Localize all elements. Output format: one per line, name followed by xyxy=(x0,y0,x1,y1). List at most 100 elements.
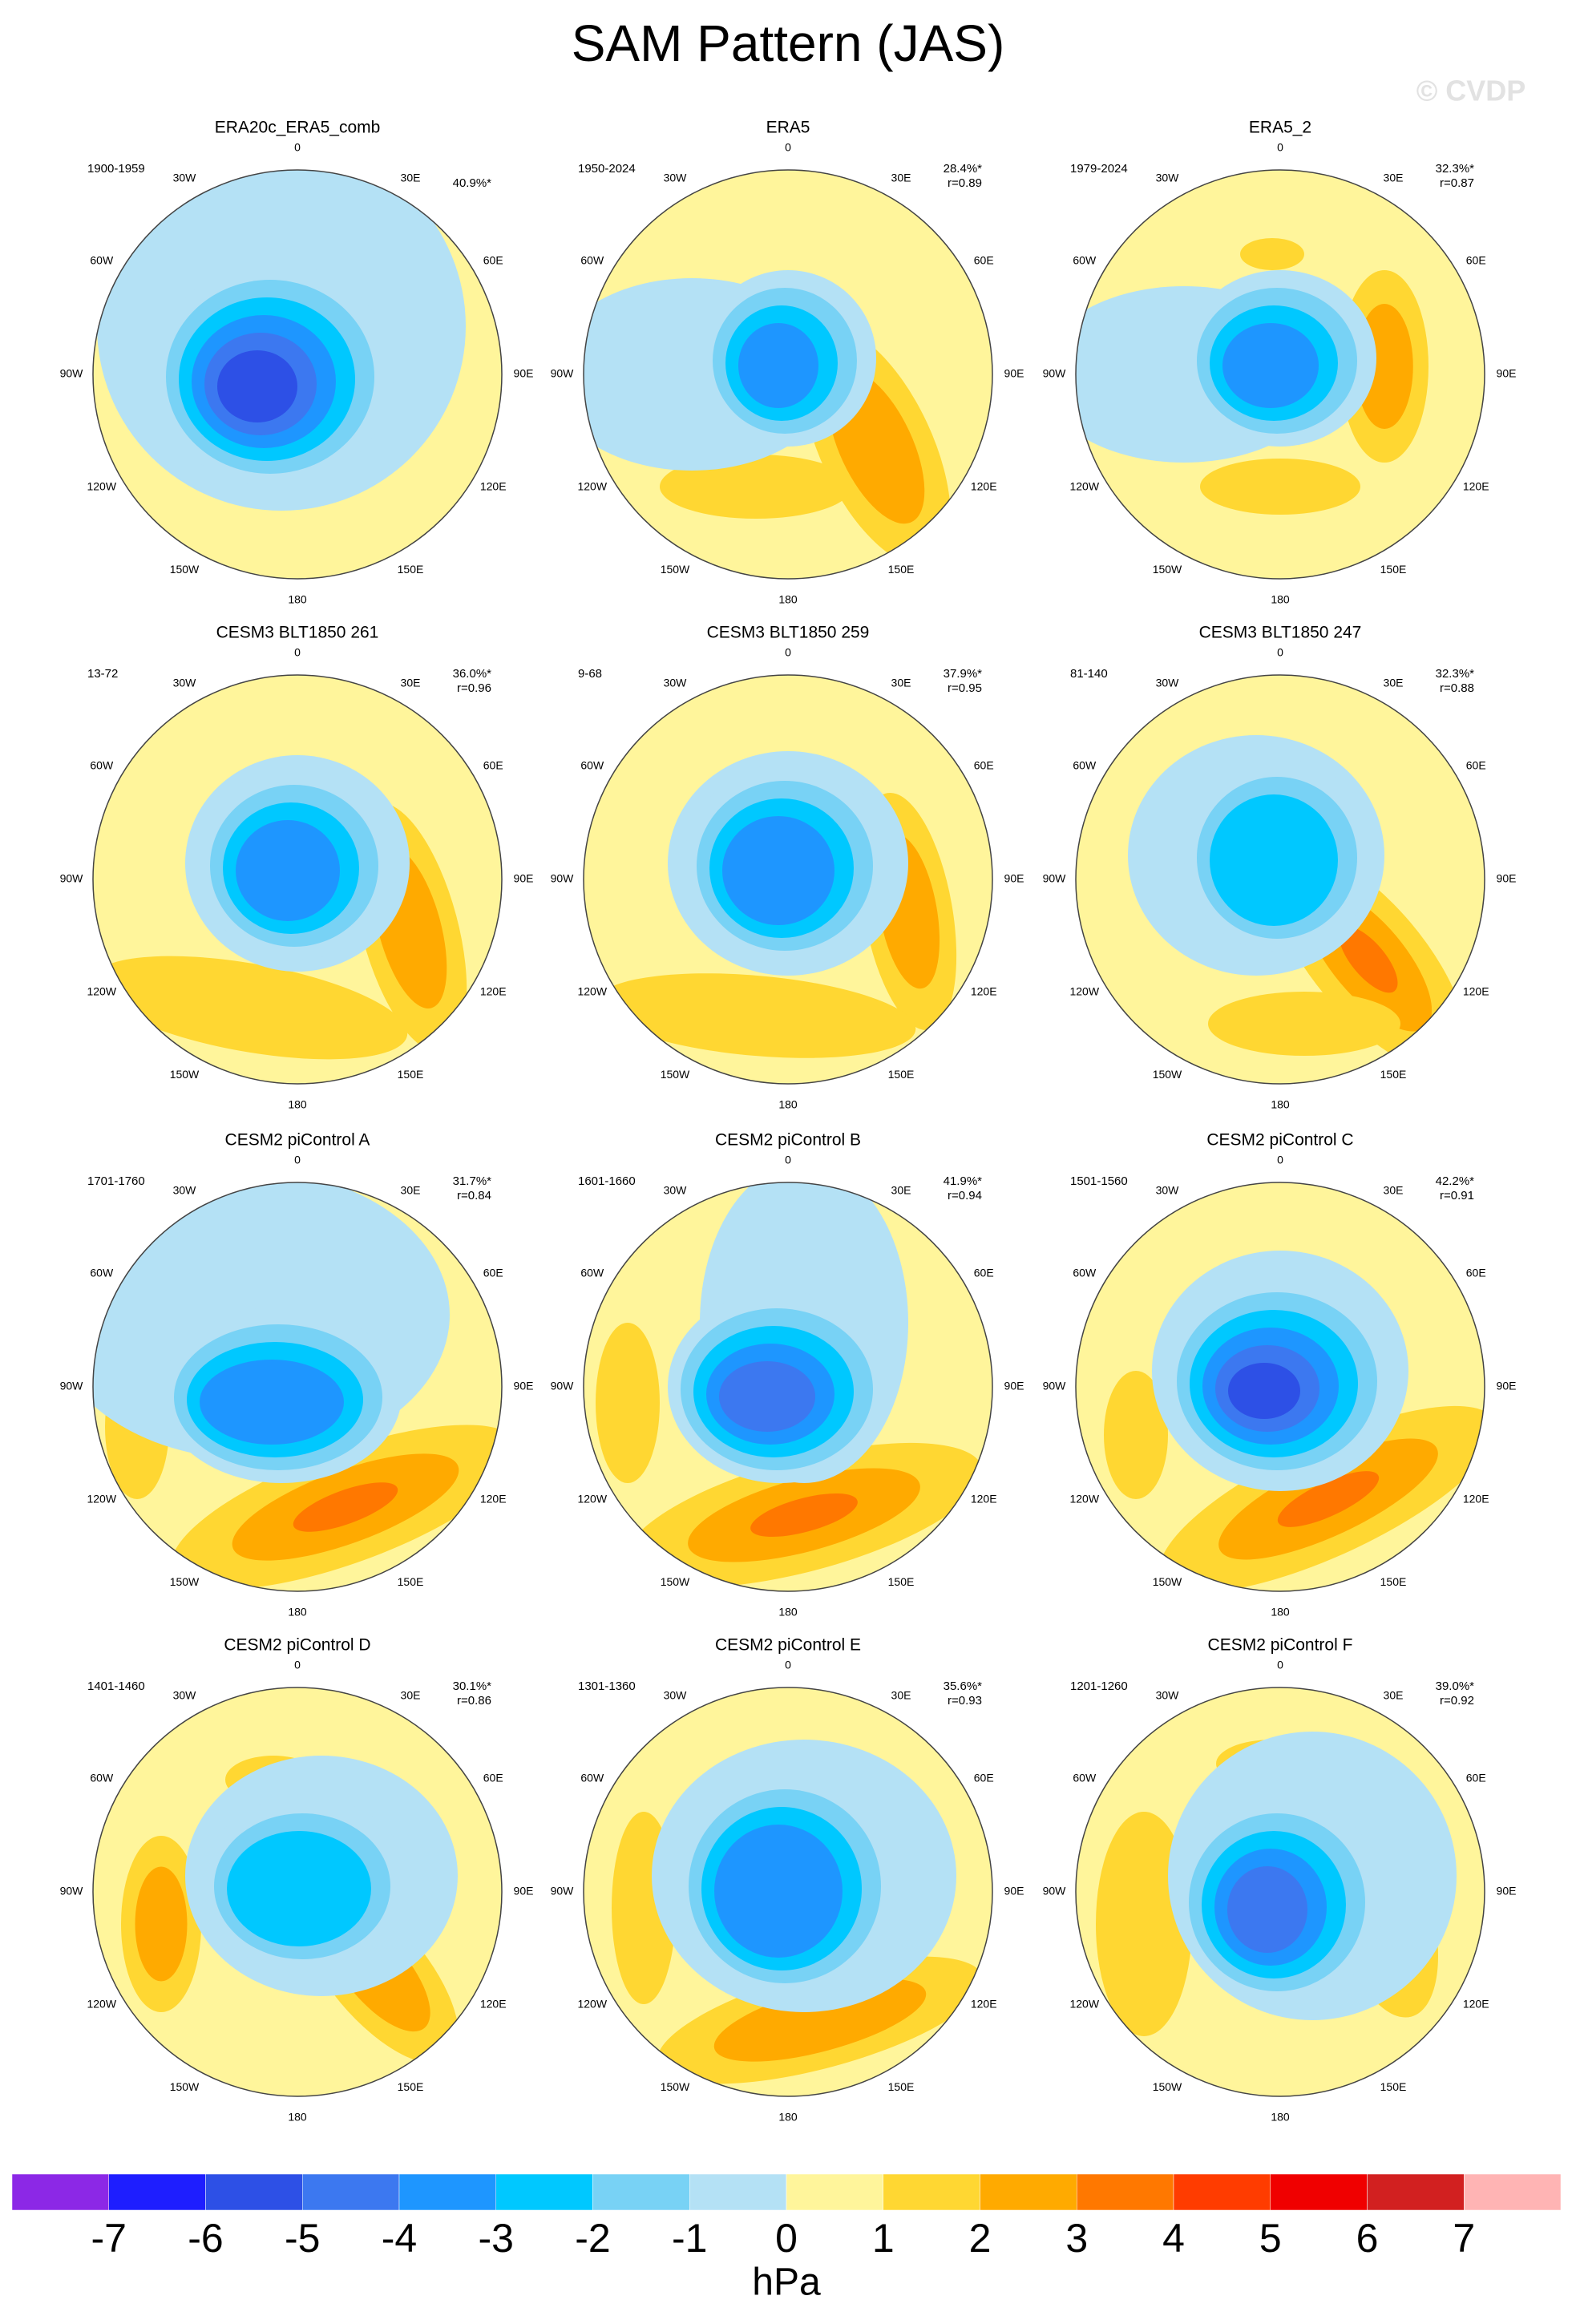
positive-anomaly xyxy=(596,1323,660,1483)
lon-label: 60E xyxy=(1466,254,1486,267)
pattern-corr: r=0.84 xyxy=(457,1189,491,1202)
lon-label: 60W xyxy=(580,254,604,267)
colorbar-box xyxy=(980,2173,1077,2211)
lon-label: 120W xyxy=(1069,1998,1099,2011)
lon-label: 90E xyxy=(1004,1885,1024,1898)
lon-label: 180 xyxy=(778,593,798,606)
variance-pct: 35.6%* xyxy=(944,1679,983,1693)
lon-label: 30W xyxy=(1156,171,1180,184)
map-field xyxy=(93,675,502,1084)
period: 1501-1560 xyxy=(1070,1174,1128,1188)
lon-label: 120E xyxy=(1463,480,1489,493)
panel-title: ERA20c_ERA5_comb xyxy=(215,119,381,137)
lon-label: 90E xyxy=(1004,1380,1024,1392)
lon-label: 60E xyxy=(483,1772,503,1784)
lon-label: 180 xyxy=(778,2111,798,2124)
lon-label: 0 xyxy=(785,1659,791,1671)
lon-label: 30W xyxy=(1156,1688,1180,1701)
map-field xyxy=(93,1687,502,2096)
lon-label: 120E xyxy=(1463,985,1489,998)
lon-label: 60W xyxy=(580,1772,604,1784)
colorbar-label: -3 xyxy=(479,2216,514,2261)
negative-anomaly xyxy=(217,350,297,422)
lon-label: 150E xyxy=(888,1068,915,1081)
colorbar-box xyxy=(398,2173,496,2211)
lon-label: 120W xyxy=(577,480,607,493)
pattern-corr: r=0.91 xyxy=(1440,1189,1474,1202)
lon-label: 30W xyxy=(664,1688,688,1701)
lon-label: 120E xyxy=(1463,1493,1489,1506)
map-field xyxy=(584,1687,992,2096)
panel-title: ERA5 xyxy=(766,119,810,137)
map-outline xyxy=(583,1687,993,2097)
lon-label: 60E xyxy=(1466,1267,1486,1279)
lon-label: 150W xyxy=(170,1068,200,1081)
colorbar-box xyxy=(108,2173,206,2211)
lon-label: 150E xyxy=(398,563,424,576)
period: 9-68 xyxy=(578,667,602,681)
map-outline xyxy=(92,1182,503,1592)
lon-label: 60W xyxy=(580,1267,604,1279)
lon-label: 120E xyxy=(971,480,997,493)
figure-title: SAM Pattern (JAS) xyxy=(572,14,1005,72)
panel-title: CESM2 piControl E xyxy=(715,1636,861,1655)
lon-label: 150E xyxy=(1380,1068,1407,1081)
period: 1201-1260 xyxy=(1070,1679,1128,1693)
lon-label: 30E xyxy=(401,676,421,689)
panel-title: CESM2 piControl D xyxy=(224,1636,370,1655)
positive-anomaly xyxy=(135,1866,188,1982)
pattern-corr: r=0.89 xyxy=(948,176,982,190)
lon-label: 60E xyxy=(974,1772,994,1784)
lon-label: 180 xyxy=(1271,2111,1290,2124)
colorbar-box xyxy=(1173,2173,1271,2211)
colorbar-box xyxy=(592,2173,690,2211)
lon-label: 150W xyxy=(170,1575,200,1588)
period: 1979-2024 xyxy=(1070,162,1128,176)
lon-label: 90W xyxy=(551,367,575,380)
lon-label: 150E xyxy=(398,1575,424,1588)
lon-label: 30E xyxy=(1384,171,1404,184)
lon-label: 150E xyxy=(1380,1575,1407,1588)
positive-anomaly xyxy=(596,973,916,1058)
lon-label: 120E xyxy=(480,480,507,493)
map-field xyxy=(1076,1182,1485,1591)
lon-label: 90W xyxy=(551,1380,575,1392)
lon-label: 150E xyxy=(888,1575,915,1588)
colorbar-label: 4 xyxy=(1162,2216,1185,2261)
lon-label: 30E xyxy=(401,171,421,184)
lon-label: 90W xyxy=(1043,1380,1067,1392)
lon-label: 30E xyxy=(891,171,911,184)
lon-label: 180 xyxy=(1271,1606,1290,1619)
map-outline xyxy=(1075,1687,1485,2097)
lon-label: 60E xyxy=(1466,1772,1486,1784)
colorbar-box xyxy=(205,2173,303,2211)
negative-anomaly xyxy=(236,820,340,921)
colorbar-label: 1 xyxy=(872,2216,895,2261)
lon-label: 90E xyxy=(1004,367,1024,380)
positive-anomaly xyxy=(1277,1471,1380,1527)
map-outline xyxy=(92,674,503,1085)
map-outline xyxy=(583,674,993,1085)
lon-label: 0 xyxy=(1277,646,1283,659)
lon-label: 120W xyxy=(577,1493,607,1506)
lon-label: 90W xyxy=(551,872,575,885)
lon-label: 0 xyxy=(785,1154,791,1166)
lon-label: 120W xyxy=(1069,480,1099,493)
positive-anomaly xyxy=(93,956,408,1060)
lon-label: 0 xyxy=(294,1659,301,1671)
period: 13-72 xyxy=(87,667,118,681)
colorbar-box xyxy=(883,2173,980,2211)
lon-label: 120W xyxy=(577,985,607,998)
lon-label: 90E xyxy=(1497,872,1517,885)
variance-pct: 32.3%* xyxy=(1436,667,1475,681)
lon-label: 30W xyxy=(664,676,688,689)
colorbar-label: 0 xyxy=(775,2216,798,2261)
colorbar-label: 2 xyxy=(969,2216,992,2261)
negative-anomaly xyxy=(200,1360,344,1445)
lon-label: 150W xyxy=(1153,2080,1182,2093)
colorbar-label: -6 xyxy=(188,2216,223,2261)
colorbar-box xyxy=(302,2173,400,2211)
lon-label: 30W xyxy=(173,171,197,184)
lon-label: 180 xyxy=(288,1606,307,1619)
watermark: © CVDP xyxy=(1416,75,1526,107)
